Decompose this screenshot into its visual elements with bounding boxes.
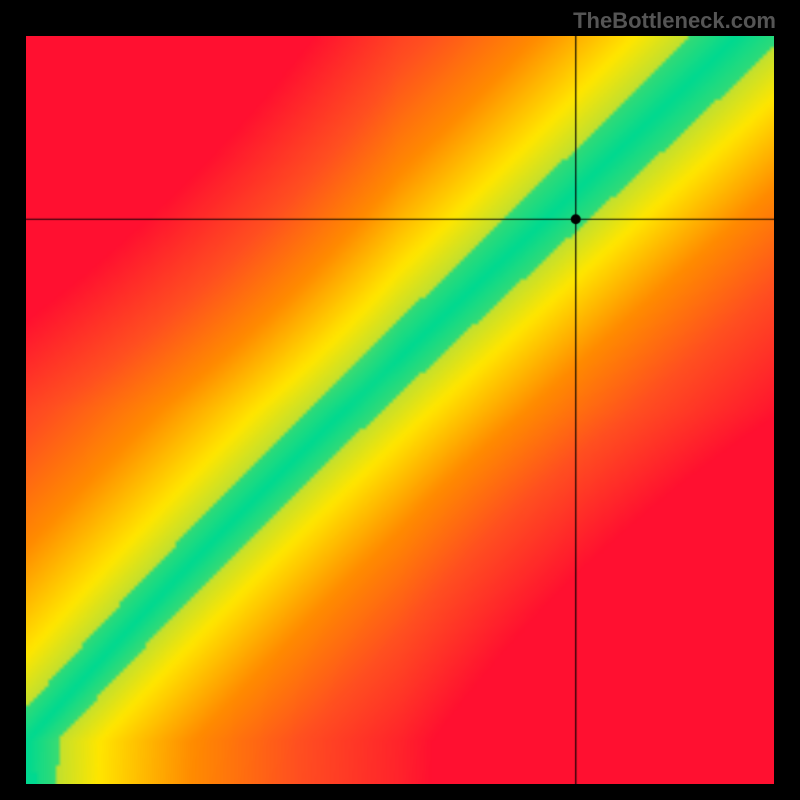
crosshair-overlay [26, 36, 774, 784]
watermark-text: TheBottleneck.com [573, 8, 776, 34]
chart-container: TheBottleneck.com [0, 0, 800, 800]
